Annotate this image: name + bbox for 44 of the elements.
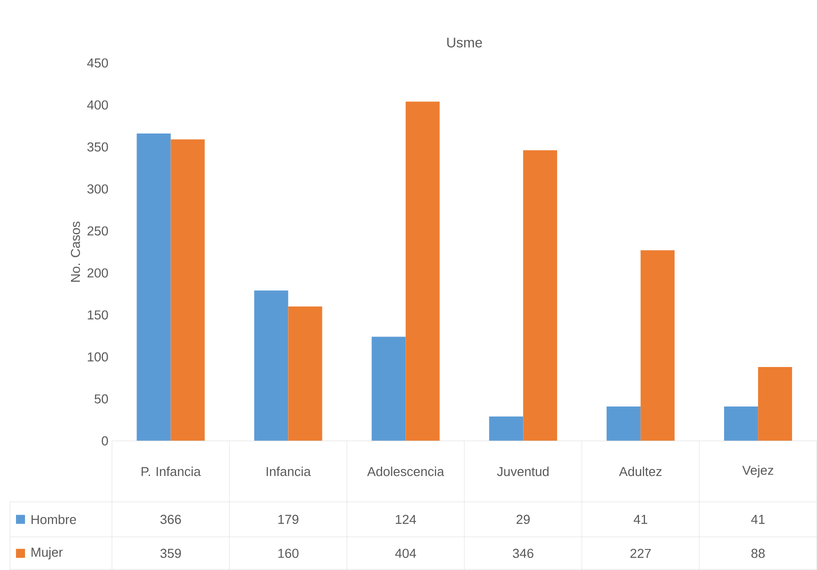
data-label: 404 (395, 548, 416, 558)
y-tick-label: 250 (88, 226, 108, 236)
bar (254, 290, 288, 441)
data-label: 88 (751, 548, 765, 558)
data-label: 41 (751, 514, 765, 524)
data-label: 359 (160, 548, 181, 558)
bar (606, 406, 641, 441)
data-label: 227 (630, 548, 651, 558)
bar (288, 306, 322, 441)
bar (136, 134, 171, 441)
bar (170, 139, 205, 441)
data-label: 346 (512, 548, 534, 558)
data-label: 124 (396, 514, 416, 524)
legend-label: Hombre (32, 514, 76, 524)
data-label: 29 (516, 514, 530, 524)
y-axis-title: No. Casos (70, 222, 80, 282)
x-tick-label: Vejez (742, 465, 774, 478)
x-tick-label: Adolescencia (367, 466, 444, 476)
y-tick-label: 100 (88, 352, 108, 362)
x-tick-label: Juventud (497, 466, 549, 476)
legend-label: Mujer (32, 547, 63, 560)
data-label: 179 (278, 514, 298, 524)
y-tick-label: 400 (87, 100, 108, 110)
x-tick-label: Adultez (619, 466, 662, 476)
bar (489, 416, 524, 441)
bar (372, 336, 406, 441)
bar (640, 250, 675, 441)
y-tick-label: 450 (87, 58, 108, 68)
data-label: 366 (160, 514, 181, 524)
x-tick-label: P. Infancia (142, 466, 201, 476)
y-tick-label: 300 (87, 184, 108, 194)
chart-title: Usme (447, 38, 482, 48)
bar (724, 406, 758, 441)
y-tick-label: 150 (88, 310, 108, 320)
bar (406, 102, 440, 441)
x-tick-label: Infancia (266, 466, 311, 476)
y-tick-label: 0 (102, 436, 108, 446)
y-tick-label: 350 (87, 142, 108, 152)
bar (758, 366, 792, 441)
data-label: 41 (634, 514, 648, 524)
bar (523, 150, 558, 441)
y-tick-label: 200 (88, 268, 108, 278)
y-tick-label: 50 (94, 394, 108, 404)
data-label: 160 (278, 548, 298, 558)
